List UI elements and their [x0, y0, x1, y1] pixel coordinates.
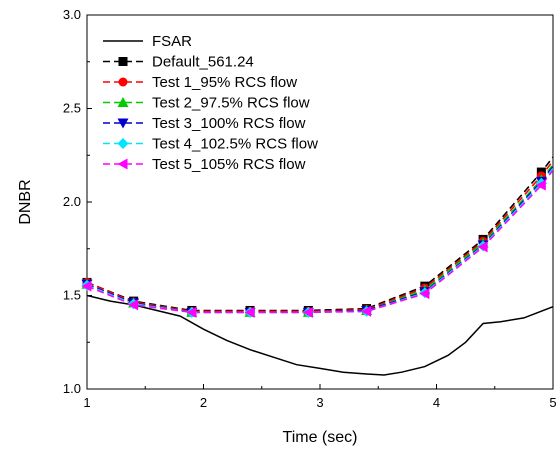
legend-label: Test 4_102.5% RCS flow [152, 136, 318, 153]
x-tick-label: 3 [316, 395, 323, 410]
plot-area-frame [86, 14, 554, 390]
data-point-test-5-105-rcs-flow [361, 305, 372, 317]
data-point-test-5-105-rcs-flow [535, 179, 546, 191]
x-tick-label: 2 [200, 395, 207, 410]
series-line-test-5-105-rcs-flow [87, 169, 553, 314]
legend-marker-test-3-100-rcs-flow [117, 118, 129, 129]
y-tick-label: 3.0 [63, 7, 81, 22]
data-point-test-5-105-rcs-flow [186, 306, 197, 318]
data-point-test-5-105-rcs-flow [302, 306, 313, 318]
legend: FSAR Default_561.24 Test 1_95% RCS flow Tes… [103, 33, 318, 173]
data-point-test-5-105-rcs-flow [128, 299, 139, 311]
series-layer [87, 156, 553, 376]
data-point-test-5-105-rcs-flow [419, 288, 430, 300]
legend-marker-test-1-95-rcs-flow [118, 77, 128, 87]
x-tick-label: 5 [549, 395, 556, 410]
legend-label: FSAR [152, 33, 192, 50]
legend-marker-default-561-24 [118, 57, 128, 66]
legend-label: Test 5_105% RCS flow [152, 156, 306, 173]
series-line-test-1-95-rcs-flow [87, 160, 553, 313]
series-line-default-561-24 [87, 156, 553, 312]
x-axis-label: Time (sec) [283, 429, 358, 446]
y-tick-label: 1.0 [63, 381, 81, 396]
marker-layer [81, 167, 547, 318]
legend-label: Test 2_97.5% RCS flow [152, 95, 310, 112]
axis-ticks: 1 2 3 4 5 1.0 1.5 2.0 2.5 3.0 [63, 7, 557, 410]
legend-marker-test-5-105-rcs-flow [117, 158, 128, 170]
x-tick-label: 4 [433, 395, 440, 410]
data-point-test-5-105-rcs-flow [477, 241, 488, 253]
data-point-test-5-105-rcs-flow [81, 280, 92, 292]
legend-marker-test-2-97-5-rcs-flow [117, 97, 129, 107]
y-tick-label: 1.5 [63, 288, 81, 303]
y-tick-label: 2.0 [63, 194, 81, 209]
legend-label: Test 1_95% RCS flow [152, 74, 297, 91]
legend-label: Test 3_100% RCS flow [152, 115, 306, 132]
y-tick-label: 2.5 [63, 101, 81, 116]
data-point-test-5-105-rcs-flow [244, 306, 255, 318]
series-line-fsar [87, 294, 553, 376]
y-axis-label: DNBR [17, 179, 34, 224]
legend-marker-test-4-102-5-rcs-flow [117, 138, 129, 149]
legend-label: Default_561.24 [152, 54, 254, 71]
x-tick-label: 1 [83, 395, 90, 410]
